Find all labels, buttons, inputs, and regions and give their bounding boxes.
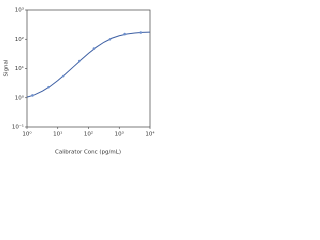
y-tick-label: 10² — [15, 36, 24, 43]
data-point — [31, 94, 34, 97]
data-point — [139, 31, 143, 34]
page: {"chart_data": {"type": "scatter", "x_la… — [3, 6, 156, 156]
x-axis-title: Calibrator Conc (pg/mL) — [55, 150, 121, 156]
chart: Calibrator Conc (pg/mL) Signal 10⁰ 10¹ 10²… — [4, 7, 156, 156]
y-axis-title: Signal — [4, 59, 10, 76]
y-tick-label: 10⁰ — [15, 94, 25, 101]
data-point — [123, 32, 126, 36]
data-point — [77, 59, 81, 63]
data-point — [61, 74, 65, 78]
y-tick-label: 10⁻¹ — [12, 124, 24, 131]
x-tick-label: 10⁰ — [22, 131, 32, 138]
fit-curve — [26, 31, 151, 98]
x-tick-label: 10⁴ — [145, 131, 155, 138]
data-point — [92, 47, 96, 50]
data-point — [47, 85, 50, 89]
x-tick-label: 10³ — [115, 131, 124, 138]
x-tick-label: 10² — [84, 131, 93, 138]
y-tick-label: 10¹ — [15, 65, 24, 72]
plot-frame — [26, 9, 151, 128]
y-tick-label: 10³ — [15, 7, 24, 14]
x-tick-label: 10¹ — [53, 131, 62, 138]
data-point — [108, 37, 112, 41]
